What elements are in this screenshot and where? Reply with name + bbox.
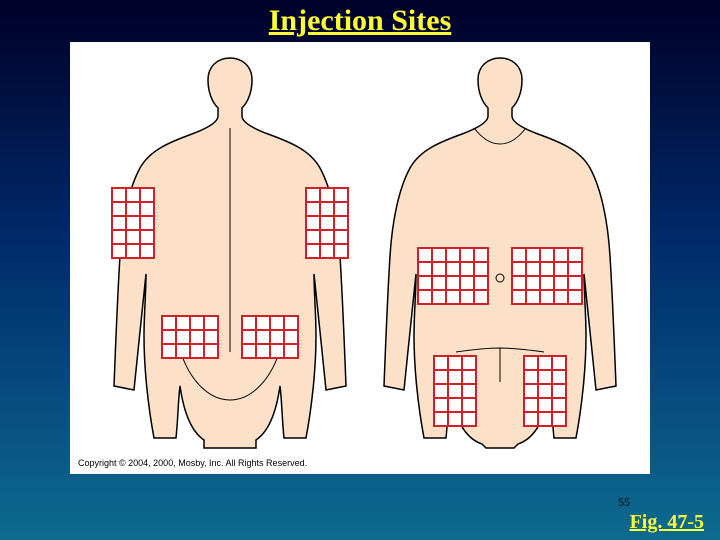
copyright-text: Copyright © 2004, 2000, Mosby, Inc. All … <box>78 458 307 468</box>
injection-sites-diagram <box>70 42 650 474</box>
slide: Injection Sites Copyright © 2004, 2000, … <box>0 0 720 540</box>
figure-label: Fig. 47-5 <box>630 511 704 534</box>
injection-grid-left-upper-arm <box>112 188 154 258</box>
page-number: 55 <box>618 495 630 510</box>
posterior-torso <box>112 58 348 448</box>
injection-grid-left-thigh <box>434 356 476 426</box>
injection-grid-left-abdomen <box>418 248 488 304</box>
injection-grid-left-buttock <box>162 316 218 358</box>
injection-grid-right-abdomen <box>512 248 582 304</box>
slide-title: Injection Sites <box>0 4 720 38</box>
injection-grid-right-thigh <box>524 356 566 426</box>
figure-panel: Copyright © 2004, 2000, Mosby, Inc. All … <box>70 42 650 474</box>
injection-grid-right-buttock <box>242 316 298 358</box>
anterior-torso <box>384 58 616 448</box>
injection-grid-right-upper-arm <box>306 188 348 258</box>
